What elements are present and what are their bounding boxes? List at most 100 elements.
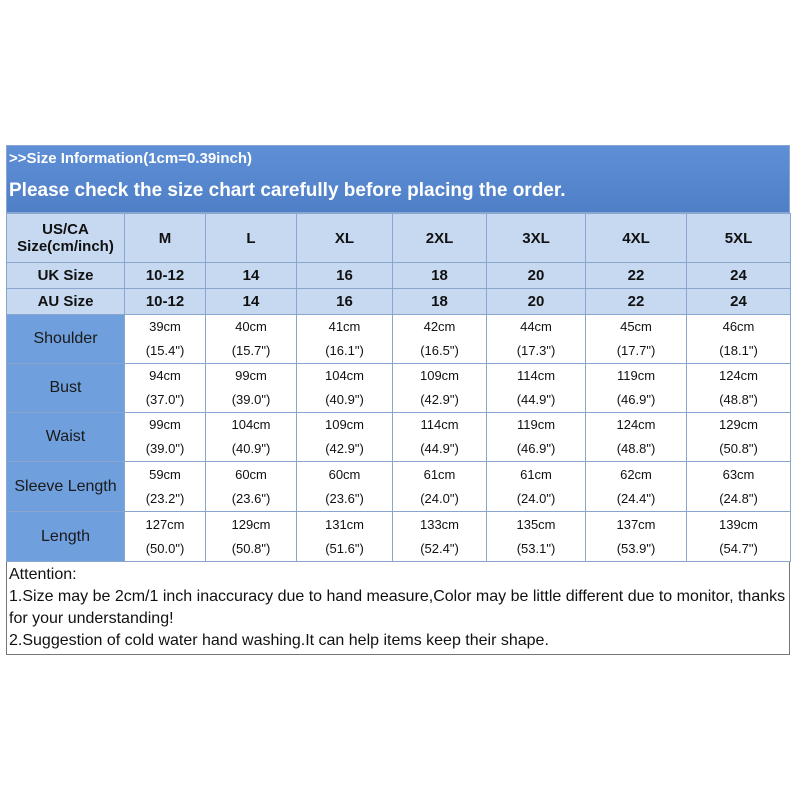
measure-cell: 124cm (48.8")	[585, 412, 687, 462]
measure-cm: 119cm	[616, 368, 656, 383]
measure-cm: 60cm	[235, 466, 267, 482]
uk-size: 10-12	[124, 262, 206, 289]
measure-cm: 139cm	[718, 516, 759, 532]
measure-cell: 124cm (48.8")	[686, 363, 791, 413]
measure-cm: 124cm	[616, 417, 656, 432]
measure-cm: 41cm	[328, 319, 361, 334]
measure-cell: 139cm (54.7")	[686, 511, 791, 562]
measure-inch: (46.9")	[516, 441, 556, 456]
measure-cm: 44cm	[520, 319, 552, 334]
measure-cell: 61cm (24.0")	[486, 461, 586, 512]
measure-cm: 94cm	[149, 368, 181, 383]
au-size: 14	[205, 288, 297, 315]
measure-cell: 133cm (52.4")	[392, 511, 487, 562]
measure-cm: 129cm	[718, 417, 759, 432]
measure-cm: 46cm	[722, 319, 755, 334]
row-label: Length	[6, 511, 125, 562]
measure-cm: 62cm	[620, 466, 652, 482]
measure-inch: (44.9")	[516, 392, 556, 407]
size-name: 5XL	[686, 213, 791, 263]
measure-cm: 135cm	[516, 516, 556, 532]
measure-inch: (24.8")	[719, 490, 758, 506]
measure-cell: 62cm (24.4")	[585, 461, 687, 512]
measure-cm: 60cm	[328, 466, 361, 482]
measure-cm: 61cm	[423, 466, 456, 482]
uk-size: 16	[296, 262, 393, 289]
measure-cm: 109cm	[419, 368, 460, 383]
note-line: 2.Suggestion of cold water hand washing.…	[9, 632, 549, 649]
measure-cm: 137cm	[616, 516, 656, 532]
measure-inch: (54.7")	[719, 540, 758, 556]
measure-cm: 42cm	[423, 319, 456, 334]
row-label: Sleeve Length	[6, 461, 125, 512]
measure-cell: 131cm (51.6")	[296, 511, 393, 562]
measure-cm: 99cm	[235, 368, 267, 383]
measure-cell: 99cm (39.0")	[124, 412, 206, 462]
notes: Attention: 1.Size may be 2cm/1 inch inacc…	[6, 561, 790, 655]
measure-inch: (50.0")	[145, 540, 185, 556]
measure-cm: 133cm	[419, 516, 460, 532]
measure-cm: 114cm	[516, 368, 556, 383]
measure-inch: (46.9")	[616, 392, 656, 407]
measure-inch: (18.1")	[719, 343, 758, 358]
measure-cm: 99cm	[149, 417, 181, 432]
measure-inch: (53.9")	[616, 540, 656, 556]
measure-cm: 109cm	[324, 417, 365, 432]
uk-size: 14	[205, 262, 297, 289]
measure-cm: 119cm	[516, 417, 556, 432]
row-label: Waist	[6, 412, 125, 462]
size-name: 2XL	[392, 213, 487, 263]
measure-cell: 129cm (50.8")	[686, 412, 791, 462]
measure-inch: (15.4")	[145, 343, 185, 358]
measure-cm: 127cm	[145, 516, 185, 532]
measure-cell: 63cm (24.8")	[686, 461, 791, 512]
measure-inch: (23.6")	[325, 490, 364, 506]
measure-inch: (17.3")	[516, 343, 556, 358]
measure-cm: 104cm	[231, 417, 271, 432]
measure-cell: 45cm (17.7")	[585, 314, 687, 364]
size-name: L	[205, 213, 297, 263]
measure-cell: 40cm (15.7")	[205, 314, 297, 364]
measure-cell: 42cm (16.5")	[392, 314, 487, 364]
note-line: Attention:	[9, 566, 77, 583]
measure-inch: (39.0")	[231, 392, 271, 407]
header-band: >>Size Information(1cm=0.39inch) Please …	[6, 145, 790, 213]
measure-inch: (42.9")	[325, 441, 364, 456]
measure-cell: 109cm (42.9")	[392, 363, 487, 413]
header-title: Please check the size chart carefully be…	[9, 180, 566, 201]
measure-inch: (53.1")	[516, 540, 556, 556]
measure-inch: (51.6")	[325, 540, 364, 556]
measure-inch: (16.1")	[325, 343, 364, 358]
measure-cell: 119cm (46.9")	[585, 363, 687, 413]
measure-cell: 137cm (53.9")	[585, 511, 687, 562]
measure-inch: (40.9")	[325, 392, 364, 407]
row-label: Shoulder	[6, 314, 125, 364]
measure-inch: (42.9")	[420, 392, 459, 407]
au-size: 20	[486, 288, 586, 315]
measure-cm: 45cm	[620, 319, 652, 334]
measure-cell: 60cm (23.6")	[205, 461, 297, 512]
measure-cell: 44cm (17.3")	[486, 314, 586, 364]
measure-cell: 60cm (23.6")	[296, 461, 393, 512]
measure-inch: (52.4")	[420, 540, 459, 556]
au-label: AU Size	[6, 288, 125, 315]
measure-cell: 114cm (44.9")	[486, 363, 586, 413]
measure-cell: 99cm (39.0")	[205, 363, 297, 413]
note-line: 1.Size may be 2cm/1 inch inaccuracy due …	[9, 588, 786, 627]
measure-inch: (39.0")	[145, 441, 185, 456]
header-line: >>Size Information(1cm=0.39inch)	[9, 150, 252, 167]
measure-cell: 104cm (40.9")	[205, 412, 297, 462]
size-name: 4XL	[585, 213, 687, 263]
measure-cell: 119cm (46.9")	[486, 412, 586, 462]
measure-inch: (48.8")	[616, 441, 656, 456]
measure-cm: 59cm	[149, 466, 181, 482]
measure-cm: 124cm	[718, 368, 759, 383]
measure-cell: 104cm (40.9")	[296, 363, 393, 413]
measure-cell: 129cm (50.8")	[205, 511, 297, 562]
uk-size: 20	[486, 262, 586, 289]
measure-inch: (50.8")	[719, 441, 758, 456]
size-name: XL	[296, 213, 393, 263]
uk-size: 24	[686, 262, 791, 289]
